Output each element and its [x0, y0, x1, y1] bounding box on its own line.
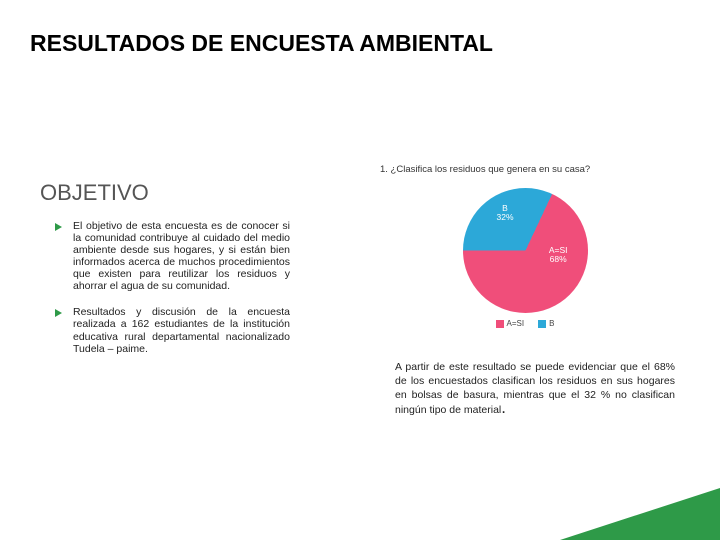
legend-swatch-b: [538, 320, 546, 328]
pie-slice-label-b: B32%: [497, 204, 514, 222]
chart-question: 1. ¿Clasifica los residuos que genera en…: [380, 164, 590, 175]
result-paragraph: A partir de este resultado se puede evid…: [395, 360, 675, 417]
objetivo-heading: OBJETIVO: [40, 180, 149, 206]
objetivo-list: El objetivo de esta encuesta es de conoc…: [55, 220, 290, 369]
pie-chart: B32% A=SI68% A=SI B: [380, 186, 670, 346]
legend-swatch-a: [496, 320, 504, 328]
pie-legend: A=SI B: [496, 319, 555, 328]
page-title: RESULTADOS DE ENCUESTA AMBIENTAL: [30, 30, 493, 57]
legend-item-a: A=SI: [496, 319, 525, 328]
list-item: Resultados y discusión de la encuesta re…: [55, 306, 290, 354]
pie-body: B32% A=SI68%: [463, 188, 588, 313]
list-item: El objetivo de esta encuesta es de conoc…: [55, 220, 290, 292]
pie-slice-label-a: A=SI68%: [549, 246, 568, 264]
legend-label-a: A=SI: [507, 319, 525, 328]
legend-item-b: B: [538, 319, 554, 328]
result-period: .: [501, 398, 506, 417]
accent-corner: [560, 488, 720, 540]
legend-label-b: B: [549, 319, 554, 328]
result-body: A partir de este resultado se puede evid…: [395, 361, 675, 416]
